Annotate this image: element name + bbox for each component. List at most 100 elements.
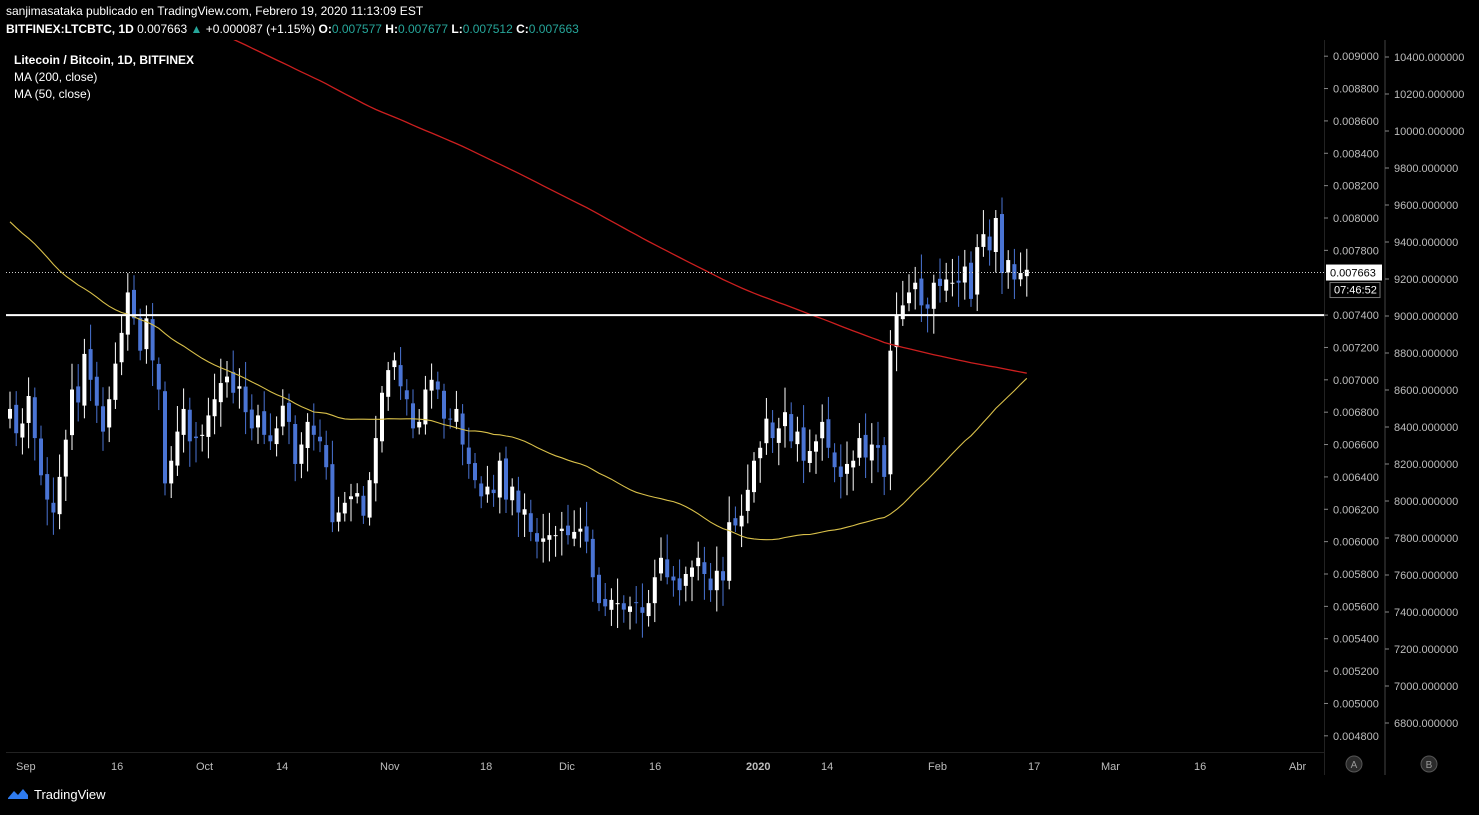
- high-label: H:: [385, 22, 398, 36]
- candle-body: [380, 392, 384, 442]
- candle-body: [45, 474, 50, 500]
- candle-body: [20, 423, 25, 438]
- candle-body: [665, 559, 670, 578]
- price-tick-label: 0.008400: [1333, 148, 1379, 160]
- usd-tick-label: 8400.000000: [1394, 422, 1458, 434]
- candle-body: [156, 363, 161, 390]
- price-tick-label: 0.006000: [1333, 537, 1379, 549]
- time-tick-label: Abr: [1289, 761, 1306, 773]
- candle-body: [857, 438, 862, 458]
- candle-body: [367, 480, 372, 518]
- candle-body: [851, 460, 856, 468]
- candle-body: [981, 234, 986, 247]
- last-price: 0.007663: [137, 22, 188, 36]
- candle-body: [987, 236, 992, 251]
- candle-body: [497, 460, 502, 498]
- candle-body: [603, 598, 608, 607]
- usd-tick-label: 9600.000000: [1394, 200, 1458, 212]
- time-tick-label: 14: [821, 761, 833, 773]
- open-label: O:: [318, 22, 332, 36]
- candle-body: [1000, 214, 1004, 274]
- time-tick-label: Mar: [1101, 761, 1120, 773]
- candle-body: [888, 350, 893, 475]
- candle-body: [355, 493, 360, 497]
- price-tick-label: 0.008600: [1333, 116, 1379, 128]
- price-scales[interactable]: 0.009000 0.008800 0.008600 0.008400 0.008200…: [1324, 40, 1479, 775]
- countdown-label: 07:46:52: [1334, 285, 1377, 297]
- price-chart[interactable]: [6, 40, 1324, 752]
- candle-body: [528, 513, 533, 532]
- candle-body: [845, 463, 849, 474]
- candle-body: [485, 486, 490, 495]
- candle-body: [975, 247, 980, 295]
- change: +0.000087 (+1.15%): [205, 22, 316, 36]
- low-value: 0.007512: [462, 22, 513, 36]
- candle-body: [944, 279, 949, 291]
- candle-body: [51, 502, 56, 513]
- publish-line: sanjimasataka publicado en TradingView.c…: [6, 4, 424, 18]
- candle-body: [646, 603, 651, 617]
- candle-body: [293, 423, 298, 464]
- candle-body: [671, 576, 676, 581]
- tradingview-logo[interactable]: TradingView: [6, 786, 106, 802]
- price-tick-label: 0.007400: [1333, 310, 1379, 322]
- candle-body: [950, 282, 955, 284]
- ma200-line: [233, 40, 1027, 374]
- candle-body: [1012, 264, 1017, 280]
- price-tick-label: 0.008800: [1333, 84, 1379, 96]
- time-axis[interactable]: Sep 16 Oct 14 Nov 18 Dic 16 2020 14 Feb 17 Mar 16 Abr: [6, 752, 1324, 778]
- price-tick-label: 0.006400: [1333, 472, 1379, 484]
- candle-body: [14, 404, 19, 434]
- candle-body: [752, 460, 756, 493]
- candle-body: [640, 607, 645, 613]
- candle-body: [807, 451, 812, 463]
- candle-body: [795, 431, 800, 445]
- candle-body: [621, 603, 626, 610]
- candle-body: [8, 408, 12, 419]
- current-price-label: 0.007663: [1330, 268, 1376, 280]
- candle-body: [900, 305, 905, 320]
- candle-body: [194, 436, 198, 439]
- scale-button-b[interactable]: [1420, 755, 1438, 773]
- candle-body: [721, 571, 725, 581]
- candle-body: [559, 528, 564, 532]
- candle-body: [361, 495, 366, 516]
- candle-body: [268, 435, 273, 442]
- legend-title: Litecoin / Bitcoin, 1D, BITFINEX: [14, 53, 195, 67]
- candle-body: [163, 391, 167, 484]
- candle-body: [212, 399, 217, 417]
- candle-body: [101, 406, 105, 432]
- candle-body: [597, 574, 601, 604]
- candle-body: [1018, 273, 1023, 280]
- price-tick-label: 0.009000: [1333, 51, 1379, 63]
- price-tick-label: 0.005400: [1333, 634, 1379, 646]
- candle-body: [609, 599, 614, 610]
- candle-body: [584, 526, 589, 542]
- symbol-ohlc-line: BITFINEX:LTCBTC, 1D 0.007663 ▲ +0.000087…: [6, 22, 579, 36]
- candle-body: [330, 464, 335, 523]
- cloud-logo-icon: [8, 789, 28, 799]
- time-tick-label: 2020: [746, 761, 770, 773]
- candle-body: [770, 422, 775, 439]
- candle-body: [473, 463, 477, 481]
- scale-button-a[interactable]: [1345, 755, 1363, 773]
- candle-body: [776, 428, 781, 443]
- time-tick-label: 16: [1194, 761, 1206, 773]
- candle-body: [442, 390, 446, 419]
- candle-body: [758, 447, 763, 459]
- low-label: L:: [451, 22, 463, 36]
- candle-body: [150, 319, 155, 361]
- time-tick-label: 14: [276, 761, 288, 773]
- candle-body: [311, 425, 316, 435]
- high-value: 0.007677: [397, 22, 449, 36]
- candle-body: [578, 528, 583, 532]
- candle-body: [969, 262, 973, 299]
- candle-body: [243, 386, 248, 413]
- candle-body: [553, 535, 558, 537]
- usd-tick-label: 8600.000000: [1394, 385, 1458, 397]
- legend-ma200: MA (200, close): [14, 70, 98, 84]
- candle-body: [832, 452, 837, 468]
- candle-body: [504, 458, 508, 500]
- candle-body: [863, 434, 868, 458]
- candle-body: [1006, 260, 1011, 273]
